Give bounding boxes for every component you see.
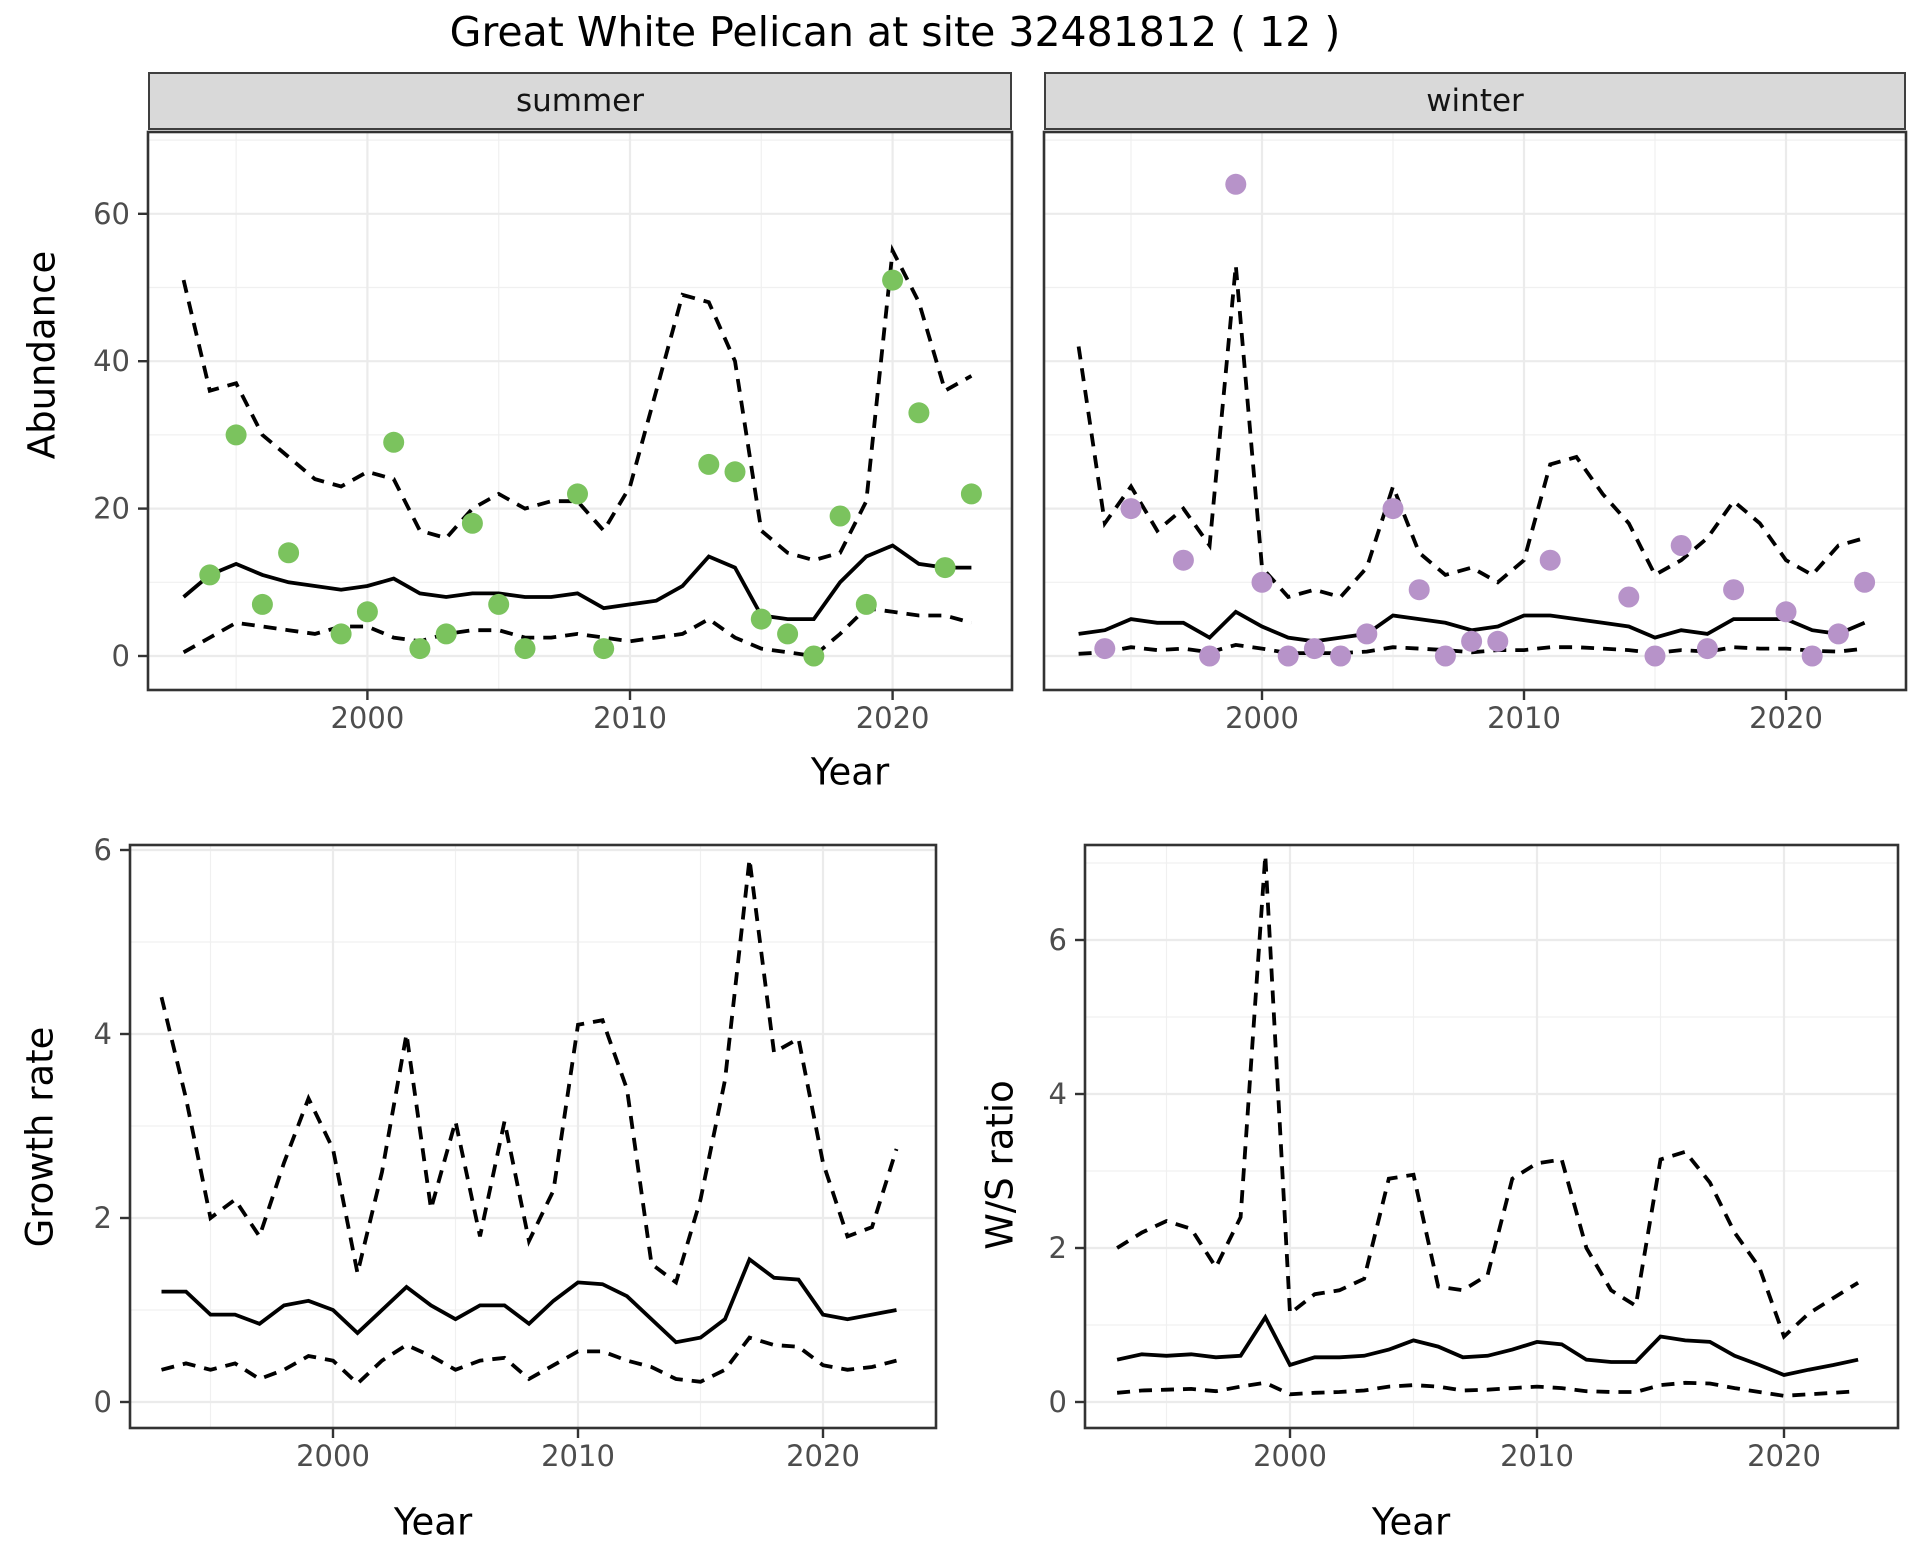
svg-text:2000: 2000 xyxy=(330,701,404,735)
y-axis-title-abundance: Abundance xyxy=(20,250,64,460)
svg-text:20: 20 xyxy=(93,492,130,526)
x-axis-title-top: Year xyxy=(810,750,890,794)
facet-strip-label: summer xyxy=(515,83,644,119)
svg-text:2020: 2020 xyxy=(786,1439,860,1473)
svg-text:2000: 2000 xyxy=(1225,701,1299,735)
svg-text:2010: 2010 xyxy=(541,1439,615,1473)
svg-text:6: 6 xyxy=(1049,923,1067,957)
svg-text:4: 4 xyxy=(94,1017,112,1051)
svg-text:4: 4 xyxy=(1049,1077,1067,1111)
svg-text:2010: 2010 xyxy=(1487,701,1561,735)
svg-text:2000: 2000 xyxy=(296,1439,370,1473)
facet-strip-summer: summer xyxy=(148,72,1012,130)
y-axis-title-growth-rate: Growth rate xyxy=(18,1026,62,1248)
svg-text:40: 40 xyxy=(93,344,130,378)
svg-text:2000: 2000 xyxy=(1253,1439,1327,1473)
x-axis-title-bottom-right: Year xyxy=(1371,1500,1451,1544)
svg-text:60: 60 xyxy=(93,197,130,231)
svg-text:2010: 2010 xyxy=(593,701,667,735)
svg-text:2: 2 xyxy=(94,1201,112,1235)
chart-title: Great White Pelican at site 32481812 ( 1… xyxy=(449,8,1341,56)
svg-text:2020: 2020 xyxy=(1747,1439,1821,1473)
svg-text:2020: 2020 xyxy=(856,701,930,735)
svg-text:2020: 2020 xyxy=(1749,701,1823,735)
svg-text:6: 6 xyxy=(94,833,112,867)
svg-text:0: 0 xyxy=(1049,1385,1067,1419)
svg-text:2010: 2010 xyxy=(1500,1439,1574,1473)
svg-text:0: 0 xyxy=(112,639,130,673)
facet-strip-winter: winter xyxy=(1044,72,1906,130)
x-axis-title-bottom-left: Year xyxy=(393,1500,473,1544)
svg-text:2: 2 xyxy=(1049,1231,1067,1265)
svg-text:0: 0 xyxy=(94,1385,112,1419)
facet-strip-label: winter xyxy=(1426,83,1524,119)
y-axis-title-ws-ratio: W/S ratio xyxy=(978,1080,1022,1250)
